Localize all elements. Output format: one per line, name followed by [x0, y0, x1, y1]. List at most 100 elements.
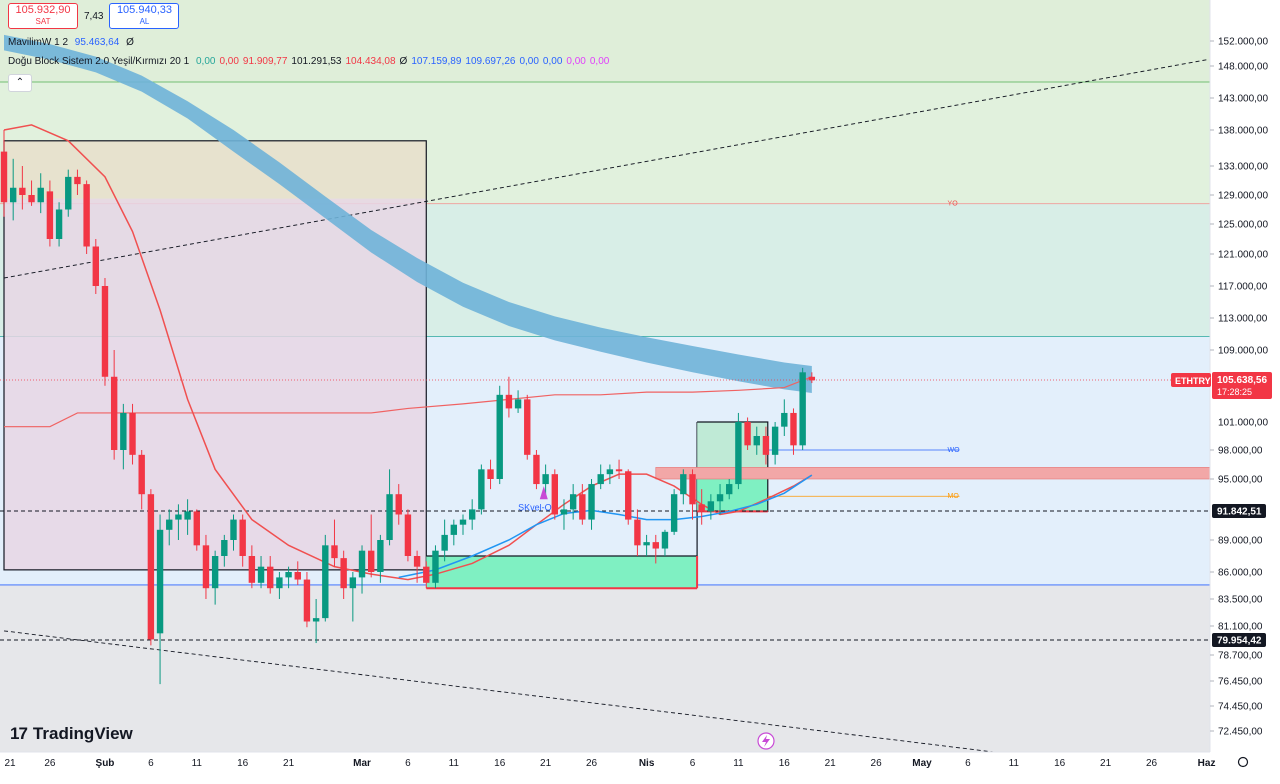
candle-body[interactable] — [569, 494, 577, 510]
candle-body[interactable] — [661, 531, 669, 549]
candle-body[interactable] — [771, 426, 779, 455]
candle-body[interactable] — [459, 519, 467, 525]
candle-body[interactable] — [781, 412, 788, 427]
candle-body[interactable] — [441, 534, 448, 551]
candle-body[interactable] — [230, 519, 237, 540]
candle-body[interactable] — [790, 412, 797, 446]
candle-body[interactable] — [680, 474, 687, 495]
candle-body[interactable] — [615, 469, 623, 472]
candle-body[interactable] — [294, 572, 301, 580]
candle-body[interactable] — [808, 376, 816, 381]
candle-body[interactable] — [560, 509, 568, 515]
candle-body[interactable] — [248, 556, 256, 583]
candle-body[interactable] — [551, 474, 558, 515]
candle-body[interactable] — [276, 577, 283, 589]
candle-body[interactable] — [496, 394, 503, 479]
candle-body[interactable] — [579, 494, 586, 520]
buy-button[interactable]: 105.940,33 AL — [109, 3, 180, 29]
candle-body[interactable] — [735, 422, 742, 485]
candle-body[interactable] — [726, 484, 733, 495]
candle-body[interactable] — [670, 494, 678, 532]
candle-body[interactable] — [533, 454, 540, 485]
candle-body[interactable] — [505, 394, 513, 409]
candle-body[interactable] — [432, 550, 439, 583]
candle-body[interactable] — [92, 246, 99, 287]
candle-body[interactable] — [65, 176, 72, 210]
candle-body[interactable] — [634, 519, 641, 546]
legend-indicator-1[interactable]: MavilimW 1 2 95.463,64 Ø — [8, 37, 138, 48]
candle-body[interactable] — [19, 187, 26, 195]
candle-body[interactable] — [303, 579, 311, 622]
candle-body[interactable] — [110, 376, 118, 450]
candle-body[interactable] — [147, 494, 155, 640]
candle-body[interactable] — [331, 545, 338, 559]
tradingview-logo[interactable]: 17 TradingView — [10, 724, 133, 744]
plot-area[interactable]: YO WO MO SKvel-O — [0, 0, 1211, 779]
candle-body[interactable] — [74, 176, 81, 185]
symbol-badge[interactable] — [1171, 373, 1211, 387]
candle-body[interactable] — [524, 399, 531, 455]
candle-body[interactable] — [202, 545, 210, 589]
trend-line-up[interactable] — [3, 59, 1207, 279]
candle-body[interactable] — [156, 529, 164, 634]
candle-body[interactable] — [799, 372, 806, 446]
candle-body[interactable] — [395, 494, 402, 515]
candle-body[interactable] — [101, 286, 109, 377]
candle-body[interactable] — [643, 542, 650, 546]
candle-body[interactable] — [9, 187, 17, 203]
candle-body[interactable] — [0, 151, 8, 203]
candle-body[interactable] — [423, 566, 430, 583]
candle-body[interactable] — [450, 524, 458, 535]
candle-body[interactable] — [404, 514, 412, 556]
candle-body[interactable] — [175, 514, 182, 520]
sell-button[interactable]: 105.932,90 SAT — [8, 3, 78, 29]
candle-body[interactable] — [257, 566, 265, 583]
candle-body[interactable] — [698, 504, 705, 512]
candle-body[interactable] — [606, 469, 614, 475]
chevron-up-icon[interactable]: ⌃ — [8, 74, 32, 92]
candle-body[interactable] — [239, 519, 246, 556]
candle-body[interactable] — [542, 474, 549, 485]
candle-body[interactable] — [349, 577, 357, 589]
y-axis[interactable]: 152.000,00 148.000,00 143.000,00 138.000,00… — [1209, 0, 1280, 779]
candle-body[interactable] — [312, 618, 320, 622]
candle-body[interactable] — [514, 399, 522, 409]
candle-body[interactable] — [707, 501, 715, 512]
candle-body[interactable] — [55, 209, 63, 240]
candle-body[interactable] — [193, 511, 200, 546]
candle-body[interactable] — [129, 412, 136, 455]
candle-body[interactable] — [368, 550, 375, 572]
candle-body[interactable] — [46, 191, 54, 239]
candle-body[interactable] — [285, 572, 292, 578]
candle-body[interactable] — [588, 484, 595, 520]
candle-body[interactable] — [716, 494, 724, 502]
candle-body[interactable] — [413, 556, 421, 567]
candle-body[interactable] — [120, 412, 127, 450]
gear-icon[interactable] — [1237, 756, 1249, 768]
candle-body[interactable] — [689, 474, 696, 505]
candle-body[interactable] — [184, 511, 191, 520]
candle-body[interactable] — [652, 542, 659, 549]
candle-body[interactable] — [211, 556, 219, 589]
candle-body[interactable] — [744, 422, 751, 446]
x-axis[interactable]: 21 26 Şub 6 11 16 21 Mar 6 11 16 21 26 Nis 6 11 16 21 26 Ma… — [0, 751, 1280, 779]
candle-body[interactable] — [753, 436, 760, 446]
candle-body[interactable] — [468, 509, 476, 520]
candle-body[interactable] — [597, 474, 604, 485]
candle-body[interactable] — [377, 540, 384, 572]
candle-body[interactable] — [28, 195, 35, 203]
candle-body[interactable] — [166, 519, 173, 530]
candle-body[interactable] — [358, 550, 366, 578]
legend-indicator-2[interactable]: Doğu Block Sistem 2.0 Yeşil/Kırmızı 20 1… — [8, 56, 617, 67]
candle-body[interactable] — [322, 545, 329, 619]
candle-body[interactable] — [221, 540, 228, 556]
candle-body[interactable] — [625, 471, 632, 520]
candle-body[interactable] — [478, 469, 485, 510]
candle-body[interactable] — [267, 566, 274, 589]
candle-body[interactable] — [340, 558, 347, 589]
candle-body[interactable] — [762, 436, 770, 455]
candle-body[interactable] — [138, 454, 145, 495]
candle-body[interactable] — [487, 469, 494, 479]
